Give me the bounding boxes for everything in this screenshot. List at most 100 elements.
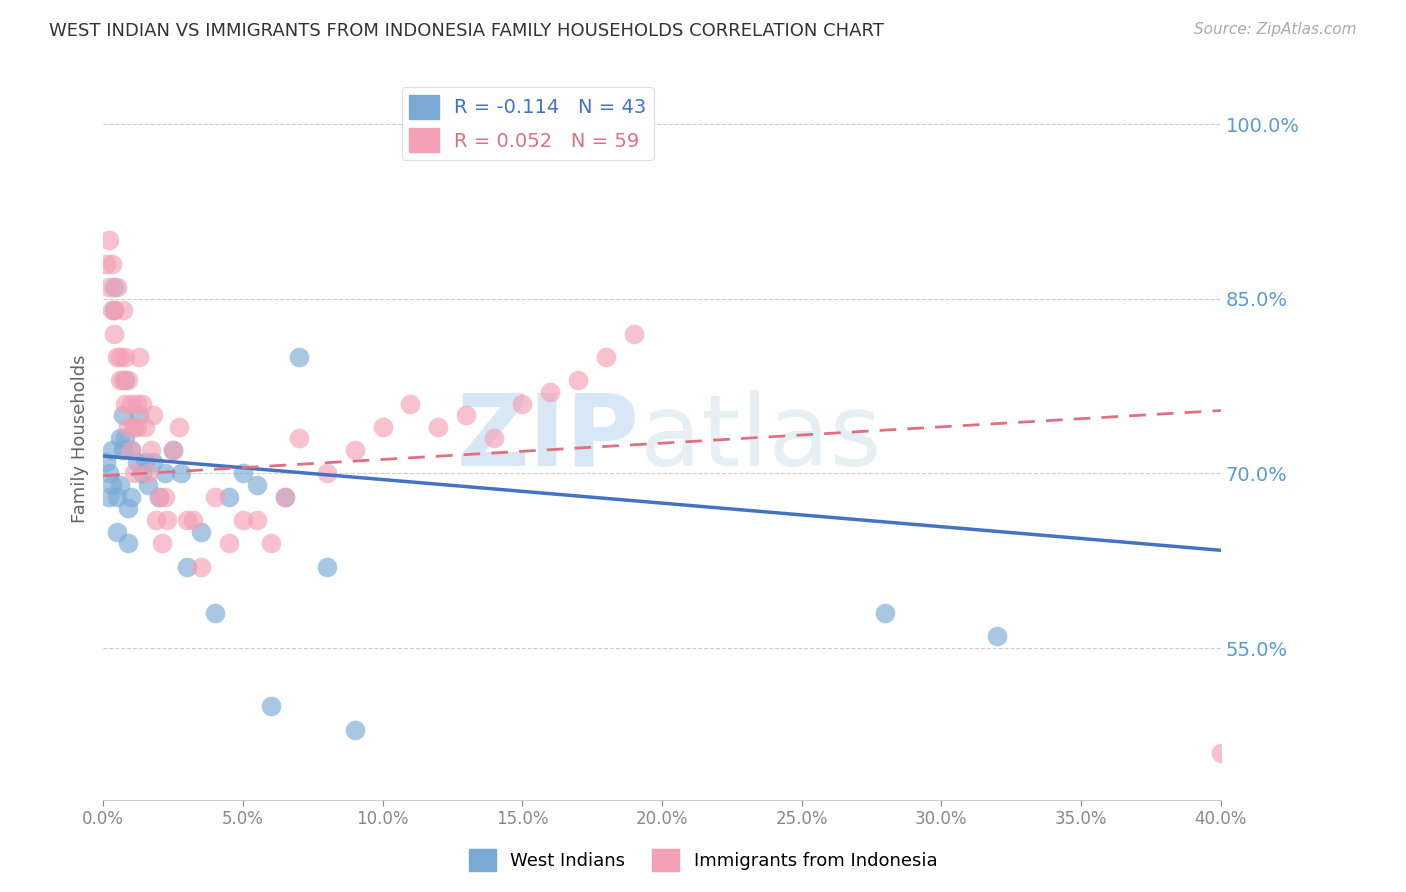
Point [120,443,142,458]
Point [371,420,394,434]
Point [97,490,120,504]
Point [131,467,153,481]
Point [153,490,176,504]
Point [139,443,162,458]
Point [145,513,167,527]
Point [111,443,134,458]
Point [260,536,283,550]
Point [117,420,139,434]
Point [125,455,148,469]
Point [134,420,156,434]
Point [103,303,125,318]
Point [623,326,645,341]
Point [456,408,478,422]
Legend: West Indians, Immigrants from Indonesia: West Indians, Immigrants from Indonesia [461,842,945,879]
Point [114,373,136,387]
Point [105,490,128,504]
Point [315,467,337,481]
Point [134,455,156,469]
Point [131,396,153,410]
Point [274,490,297,504]
Point [120,443,142,458]
Point [100,257,122,271]
Text: WEST INDIAN VS IMMIGRANTS FROM INDONESIA FAMILY HOUSEHOLDS CORRELATION CHART: WEST INDIAN VS IMMIGRANTS FROM INDONESIA… [49,22,884,40]
Point [108,373,131,387]
Point [315,559,337,574]
Point [117,536,139,550]
Point [125,420,148,434]
Point [100,478,122,492]
Point [274,490,297,504]
Point [142,408,165,422]
Point [136,478,159,492]
Point [181,513,204,527]
Point [120,396,142,410]
Point [114,350,136,364]
Point [97,280,120,294]
Point [148,490,170,504]
Point [218,490,240,504]
Y-axis label: Family Households: Family Households [72,354,89,523]
Point [343,723,366,737]
Point [1209,746,1232,760]
Legend: R = -0.114   N = 43, R = 0.052   N = 59: R = -0.114 N = 43, R = 0.052 N = 59 [402,87,654,160]
Point [97,234,120,248]
Point [100,443,122,458]
Point [108,478,131,492]
Point [287,432,309,446]
Point [232,467,254,481]
Point [287,350,309,364]
Point [117,373,139,387]
Point [986,630,1008,644]
Point [114,396,136,410]
Point [260,699,283,714]
Point [122,420,145,434]
Point [510,396,533,410]
Point [153,467,176,481]
Point [246,478,269,492]
Point [108,432,131,446]
Point [103,303,125,318]
Point [190,559,212,574]
Point [204,490,226,504]
Point [427,420,450,434]
Point [218,536,240,550]
Point [111,408,134,422]
Point [142,455,165,469]
Point [875,606,897,620]
Point [176,513,198,527]
Point [484,432,506,446]
Point [105,524,128,539]
Text: Source: ZipAtlas.com: Source: ZipAtlas.com [1194,22,1357,37]
Point [108,350,131,364]
Point [105,280,128,294]
Point [136,467,159,481]
Point [170,467,193,481]
Point [114,432,136,446]
Point [105,350,128,364]
Text: atlas: atlas [640,390,882,487]
Point [122,467,145,481]
Point [204,606,226,620]
Point [343,443,366,458]
Point [162,443,184,458]
Point [150,536,173,550]
Point [176,559,198,574]
Point [162,443,184,458]
Point [595,350,617,364]
Point [125,396,148,410]
Point [538,384,561,399]
Point [232,513,254,527]
Point [148,490,170,504]
Point [111,303,134,318]
Point [190,524,212,539]
Point [156,513,179,527]
Point [399,396,422,410]
Point [100,303,122,318]
Point [120,490,142,504]
Text: ZIP: ZIP [457,390,640,487]
Point [567,373,589,387]
Point [103,280,125,294]
Point [122,420,145,434]
Point [111,373,134,387]
